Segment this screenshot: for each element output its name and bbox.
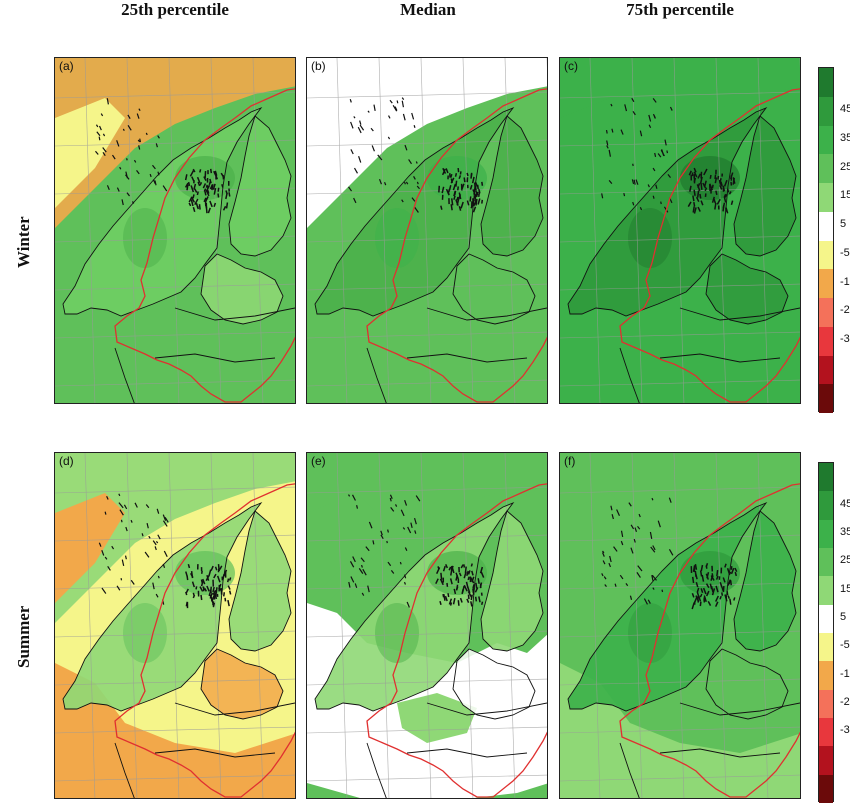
panel-b: (b) xyxy=(306,57,548,404)
colorbar-segment xyxy=(819,689,833,718)
colorbar-segment xyxy=(819,68,833,97)
colorbar-tick-label: -5 xyxy=(840,246,850,259)
colorbar-tick-label: -25 xyxy=(840,695,850,708)
colorbar-segment xyxy=(819,154,833,183)
map-panel-a xyxy=(55,58,295,403)
colorbar-segment xyxy=(819,96,833,126)
column-title-median: Median xyxy=(400,0,456,19)
colorbar-segment xyxy=(819,519,833,548)
colorbar-summer xyxy=(818,462,834,803)
colorbar-tick-label: 5 xyxy=(840,610,847,623)
colorbar-segment xyxy=(819,326,833,356)
panel-c: (c) xyxy=(559,57,801,404)
colorbar-segment xyxy=(819,746,833,775)
colorbar-segment xyxy=(819,125,833,155)
colorbar-segment xyxy=(819,604,833,633)
colorbar-tick-label: 45 xyxy=(840,497,850,510)
panel-d: (d) xyxy=(54,452,296,799)
column-title-25th: 25th percentile xyxy=(121,0,229,19)
colorbar-tick-label: 25 xyxy=(840,160,850,173)
panel-label-c: (c) xyxy=(564,59,578,73)
panel-label-a: (a) xyxy=(59,59,74,73)
column-title-75th: 75th percentile xyxy=(626,0,734,19)
colorbar-tick-label: 35 xyxy=(840,131,850,144)
panel-label-b: (b) xyxy=(311,59,326,73)
colorbar-tick-label: 25 xyxy=(840,554,850,567)
colorbar-segment xyxy=(819,240,833,270)
colorbar-segment xyxy=(819,463,833,492)
colorbar-tick-label: -15 xyxy=(840,275,850,288)
colorbar-segment xyxy=(819,183,833,212)
colorbar-segment xyxy=(819,491,833,520)
colorbar-tick-label: -35 xyxy=(840,333,850,346)
map-panel-b xyxy=(307,58,547,403)
colorbar-segment xyxy=(819,774,833,803)
colorbar-segment xyxy=(819,632,833,662)
panel-a: (a) xyxy=(54,57,296,404)
panel-f: (f) xyxy=(559,452,801,799)
colorbar-segment xyxy=(819,211,833,241)
panel-e: (e) xyxy=(306,452,548,799)
colorbar-tick-label: -35 xyxy=(840,724,850,737)
row-title-summer: Summer xyxy=(14,605,33,668)
map-panel-e xyxy=(307,453,547,798)
map-panel-d xyxy=(55,453,295,798)
colorbar-segment xyxy=(819,576,833,605)
colorbar-segment xyxy=(819,661,833,690)
colorbar-tick-label: -25 xyxy=(840,304,850,317)
panel-label-f: (f) xyxy=(564,454,576,468)
colorbar-segment xyxy=(819,547,833,577)
colorbar-segment xyxy=(819,384,833,413)
colorbar-segment xyxy=(819,298,833,327)
colorbar-tick-label: 15 xyxy=(840,189,850,202)
colorbar-tick-label: -5 xyxy=(840,639,850,652)
panel-label-d: (d) xyxy=(59,454,74,468)
colorbar-tick-label: 35 xyxy=(840,525,850,538)
map-panel-f xyxy=(560,453,800,798)
colorbar-winter xyxy=(818,67,834,413)
colorbar-tick-label: 45 xyxy=(840,103,850,116)
colorbar-segment xyxy=(819,269,833,298)
colorbar-tick-label: 5 xyxy=(840,218,847,231)
colorbar-tick-label: 15 xyxy=(840,582,850,595)
colorbar-tick-label: -15 xyxy=(840,667,850,680)
row-title-winter: Winter xyxy=(14,216,33,268)
colorbar-segment xyxy=(819,355,833,385)
map-panel-c xyxy=(560,58,800,403)
panel-label-e: (e) xyxy=(311,454,326,468)
colorbar-segment xyxy=(819,717,833,747)
